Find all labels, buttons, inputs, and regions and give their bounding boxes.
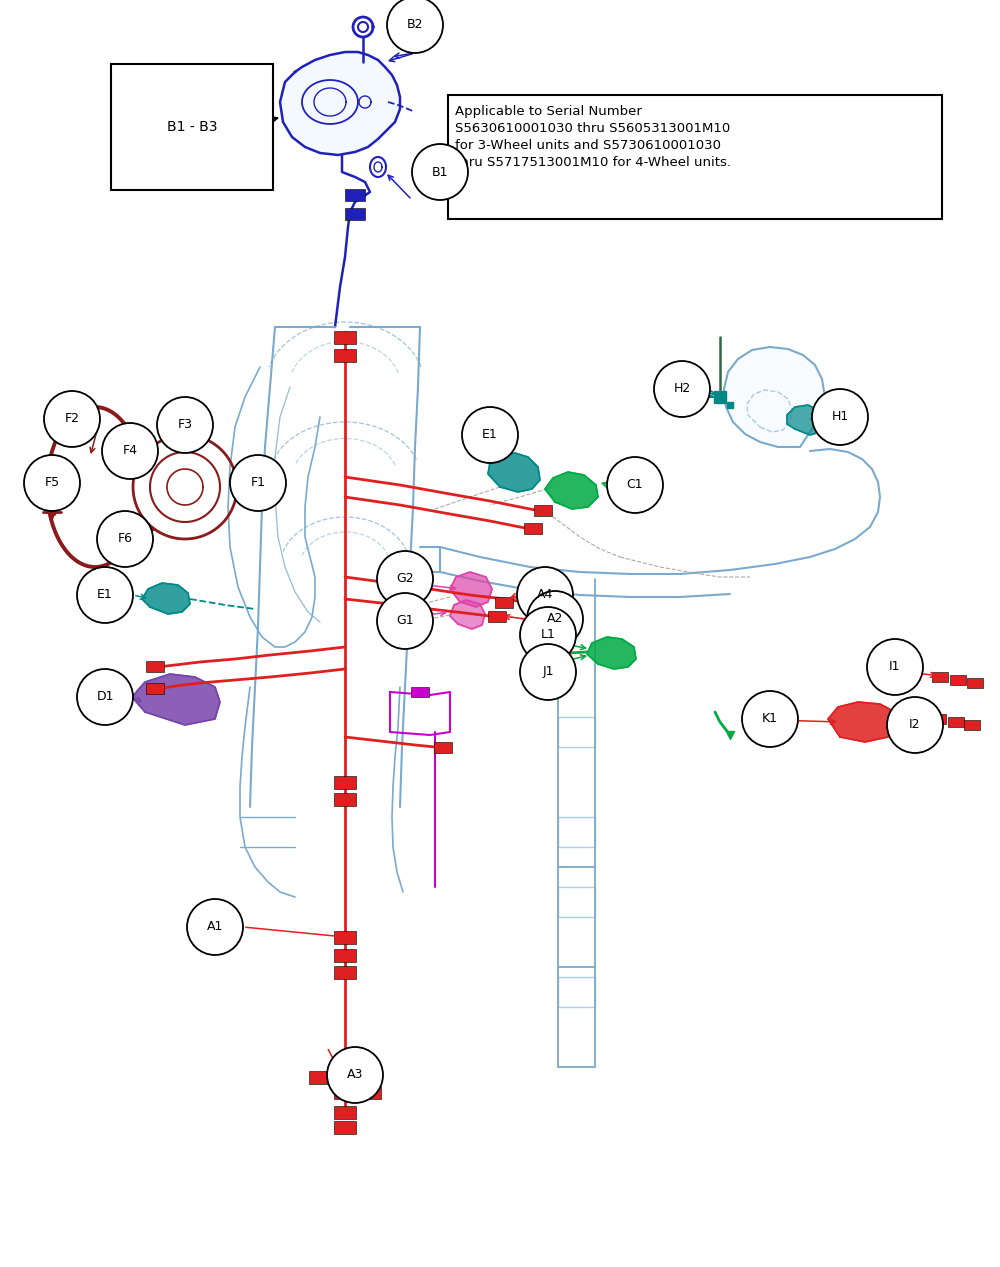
Polygon shape [828,702,898,742]
Circle shape [742,691,798,748]
FancyBboxPatch shape [488,611,506,622]
Polygon shape [787,405,824,435]
FancyBboxPatch shape [334,1120,356,1134]
Circle shape [102,423,158,479]
Circle shape [517,568,573,623]
Text: A3: A3 [347,1068,363,1082]
Circle shape [187,900,243,955]
Circle shape [520,607,576,663]
Circle shape [230,455,286,511]
FancyBboxPatch shape [334,1106,356,1119]
Text: F5: F5 [44,476,60,489]
FancyBboxPatch shape [334,792,356,806]
FancyBboxPatch shape [345,189,365,201]
Text: H2: H2 [673,383,691,395]
Polygon shape [724,347,825,447]
Circle shape [24,455,80,511]
FancyBboxPatch shape [448,95,942,219]
Text: K1: K1 [762,712,778,726]
Circle shape [887,697,943,753]
Polygon shape [450,601,485,628]
Text: F1: F1 [250,476,266,489]
Circle shape [812,389,868,445]
Text: B2: B2 [407,19,423,32]
Text: D1: D1 [96,691,114,703]
Text: A2: A2 [547,612,563,626]
Circle shape [44,392,100,447]
Circle shape [97,511,153,568]
FancyBboxPatch shape [411,687,429,697]
Text: B1 - B3: B1 - B3 [167,120,217,134]
Circle shape [327,1047,383,1104]
FancyBboxPatch shape [334,1086,356,1098]
Circle shape [377,593,433,649]
FancyBboxPatch shape [334,331,356,343]
Text: F6: F6 [118,532,132,546]
FancyBboxPatch shape [950,675,966,685]
Circle shape [412,144,468,200]
FancyBboxPatch shape [146,660,164,672]
Text: A1: A1 [207,921,223,934]
Circle shape [77,669,133,725]
Polygon shape [587,637,636,669]
Text: G1: G1 [396,614,414,627]
FancyBboxPatch shape [309,1071,331,1083]
Text: F4: F4 [122,445,138,457]
Circle shape [867,639,923,696]
FancyBboxPatch shape [495,597,513,607]
FancyBboxPatch shape [967,678,983,688]
FancyBboxPatch shape [334,775,356,788]
Text: E1: E1 [97,588,113,602]
Circle shape [157,397,213,454]
FancyBboxPatch shape [948,717,964,727]
FancyBboxPatch shape [359,1086,381,1098]
FancyBboxPatch shape [334,348,356,361]
Circle shape [654,361,710,417]
FancyBboxPatch shape [964,720,980,730]
FancyBboxPatch shape [930,715,946,723]
Circle shape [377,551,433,607]
FancyBboxPatch shape [345,208,365,220]
Text: E1: E1 [482,428,498,441]
Text: F2: F2 [64,413,80,426]
FancyBboxPatch shape [534,504,552,516]
Polygon shape [545,473,598,509]
FancyBboxPatch shape [932,672,948,682]
Circle shape [462,407,518,462]
FancyBboxPatch shape [334,930,356,944]
Text: H1: H1 [831,411,849,423]
Polygon shape [280,52,400,155]
FancyBboxPatch shape [524,522,542,533]
Circle shape [520,644,576,699]
Circle shape [77,568,133,623]
Text: B1: B1 [432,166,448,179]
Text: A4: A4 [537,588,553,602]
Text: C1: C1 [627,479,643,492]
Text: G2: G2 [396,573,414,585]
Circle shape [607,457,663,513]
Polygon shape [132,674,220,725]
FancyBboxPatch shape [334,949,356,962]
Polygon shape [450,571,492,607]
Text: Applicable to Serial Number
S5630610001030 thru S5605313001M10
for 3-Wheel units: Applicable to Serial Number S56306100010… [455,105,731,169]
Polygon shape [142,583,190,614]
Circle shape [387,0,443,53]
Circle shape [527,590,583,647]
FancyBboxPatch shape [146,683,164,693]
Text: I2: I2 [909,718,921,731]
Polygon shape [488,454,540,492]
FancyBboxPatch shape [434,741,452,753]
Text: F3: F3 [178,418,192,432]
Text: L1: L1 [541,628,555,641]
FancyBboxPatch shape [334,965,356,978]
Text: I1: I1 [889,660,901,674]
Text: J1: J1 [542,665,554,679]
